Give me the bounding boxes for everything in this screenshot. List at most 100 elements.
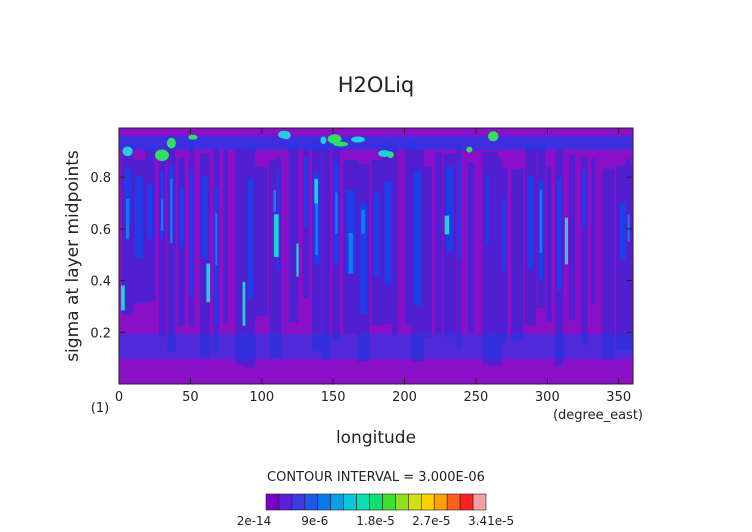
field-band-low [435,152,443,334]
colorbar-swatch [278,493,293,511]
field-band-mid [582,170,587,227]
x-axis-units: (degree_east) [553,408,643,423]
field-streak [273,214,279,257]
field-peak [122,146,133,157]
contour-interval-text: CONTOUR INTERVAL = 3.000E-06 [267,470,485,485]
field-band-low [391,146,398,335]
field-peak [154,149,169,161]
field-band-mid [247,178,254,300]
field-band-mid [556,178,562,291]
colorbar-swatch [304,493,319,511]
field-band-high [627,214,630,242]
colorbar-label: 2.7e-5 [412,514,450,528]
colorbar-swatch [408,493,422,511]
field-surface-layer [119,334,633,359]
field-band-mid [346,190,356,274]
field-band-mid [134,176,143,259]
x-tick-label: 50 [182,390,199,405]
field-band-mid [359,203,367,314]
field-band-mid [179,187,184,248]
field-band-high [539,189,543,253]
field-peak [277,130,289,139]
colorbar-swatch [369,493,383,511]
colorbar-swatch [395,493,409,511]
field-band-high [348,233,353,274]
field-band-mid [190,170,194,298]
field-band-mid [124,168,131,226]
x-tick-label: 350 [606,390,631,405]
colorbar-swatch [446,493,461,511]
field-band-high [315,203,318,256]
field-band-low [580,157,588,345]
field-streak [296,243,299,277]
field-band-low [223,149,228,324]
field-band-high [335,192,338,234]
field-band-mid [457,154,461,261]
field-band-low [569,154,575,320]
field-streak [120,285,125,311]
contour-field [119,128,633,384]
x-axis-label: longitude [336,428,416,448]
x-tick-label: 0 [115,390,123,405]
field-streak [444,215,450,235]
colorbar-label: 3.41e-5 [468,514,514,528]
x-tick-label: 150 [321,390,346,405]
field-peak [188,134,198,140]
field-band-low [404,141,415,326]
field-band-high [161,199,164,231]
field-band-mid [304,157,308,229]
field-band-mid [446,166,454,252]
chart-title: H2OLiq [338,73,415,97]
field-band-mid [413,171,422,306]
field-band-low [321,142,331,360]
field-band-high [361,210,366,234]
field-streak [314,178,318,204]
colorbar-swatch [343,493,357,511]
x-axis: 0 50 100 150 200 250 300 350 [115,128,631,405]
colorbar-swatch [433,493,448,511]
y-tick-label: 0.4 [90,275,111,290]
colorbar-label: 9e-6 [301,514,328,528]
field-band-low [591,158,596,305]
colorbar-swatch [459,493,474,511]
field-streak [564,217,569,265]
field-band-low [488,157,502,366]
colorbar [265,493,487,511]
field-peak [351,136,365,143]
y-axis-units: (1) [91,401,109,416]
y-axis-label: sigma at layer midpoints [63,150,83,362]
field-streak [206,263,211,303]
field-band-low [602,168,615,360]
field-band-mid [373,193,380,277]
field-band-low [167,144,176,353]
y-tick-label: 0.6 [90,223,111,238]
field-peak [320,136,327,145]
field-band-high [170,178,173,244]
field-top-layer [119,136,633,150]
x-tick-label: 250 [464,390,489,405]
field-peak [378,150,391,158]
field-peak [487,131,499,142]
field-band-low [467,161,475,333]
colorbar-label: 1.8e-5 [356,514,394,528]
plot-frame [118,127,634,385]
field-streak [242,281,246,326]
field-peak [166,137,176,149]
field-band-high [126,198,130,240]
field-band-mid [619,202,630,260]
colorbar-swatch [265,493,280,511]
field-band-low [510,168,524,341]
field-band-low [158,152,166,337]
colorbar-label: 2e-14 [237,514,272,528]
field-band-mid [384,181,393,284]
y-axis: 0.2 0.4 0.6 0.8 [90,171,633,341]
x-tick-label: 300 [535,390,560,405]
colorbar-swatch [291,493,306,511]
colorbar-swatch [317,493,332,511]
field-band-low [546,166,552,323]
field-band-high [215,212,218,265]
field-band-low [253,166,268,317]
colorbar-labels: 2e-14 9e-6 1.8e-5 2.7e-5 3.41e-5 [237,514,514,528]
field-band-mid [202,176,209,259]
